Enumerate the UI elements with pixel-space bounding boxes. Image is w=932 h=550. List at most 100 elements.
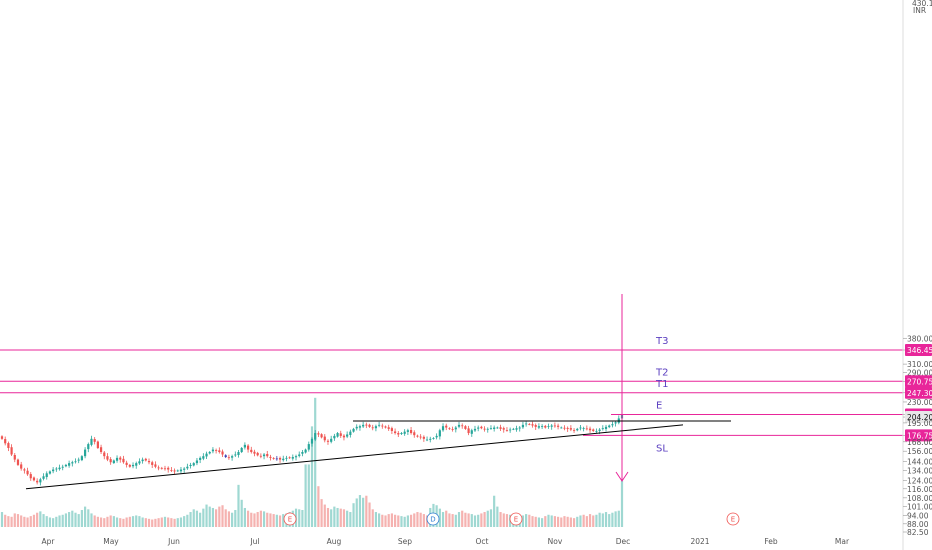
candle-body: [445, 425, 448, 428]
candle-body: [23, 469, 26, 471]
candle-body: [451, 429, 454, 430]
candle-body: [112, 460, 115, 463]
volume-bar: [16, 514, 20, 527]
candle-body: [256, 452, 259, 456]
candle-body: [176, 470, 179, 472]
volume-bar: [566, 516, 569, 527]
candle-body: [425, 439, 429, 441]
x-tick-label: May: [103, 537, 119, 546]
volume-bar: [381, 514, 384, 527]
volume-bar: [192, 509, 195, 527]
candle-body: [371, 427, 374, 429]
y-tick-label: 290.00: [907, 369, 932, 378]
candle-body: [262, 454, 266, 457]
volume-bar: [614, 511, 617, 527]
event-marker-earnings: [509, 512, 523, 526]
volume-bar: [544, 516, 547, 527]
candle-body: [275, 458, 278, 460]
volume-bar: [333, 506, 336, 527]
volume-bar: [374, 512, 378, 527]
volume-bar: [179, 517, 183, 527]
y-tick-label: 156.00: [907, 447, 932, 456]
candle-body: [186, 466, 189, 469]
volume-bar: [215, 509, 218, 527]
candle-body: [365, 424, 368, 426]
candle-body: [489, 428, 493, 430]
volume-bar: [74, 512, 77, 527]
volume-bar: [572, 518, 576, 527]
volume-bar: [489, 509, 493, 527]
candle-body: [604, 426, 608, 429]
volume-bar: [393, 514, 397, 527]
volume-bar: [45, 516, 48, 527]
volume-bar: [32, 514, 36, 527]
volume-bar: [352, 503, 355, 527]
support-trendline: [25, 424, 684, 490]
candle-body: [614, 422, 617, 424]
volume-bar: [141, 517, 144, 527]
volume-bar: [326, 507, 330, 527]
candle-body: [195, 460, 199, 464]
volume-bar: [525, 514, 528, 527]
candle-body: [13, 455, 16, 460]
price-level-badge: [905, 344, 932, 357]
x-tick-label: Mar: [835, 537, 850, 546]
candle-body: [83, 449, 87, 457]
event-marker-label: E: [731, 516, 735, 524]
candle-body: [154, 464, 157, 467]
x-tick-label: Nov: [548, 537, 563, 546]
time-axis[interactable]: Apr May Jun Jul Aug Sep Oct Nov Dec 2021 Feb Mar: [42, 537, 850, 546]
currency-label: INR: [913, 6, 926, 15]
candle-body: [189, 464, 192, 466]
volume-bar: [371, 509, 374, 527]
candle-body: [429, 438, 432, 440]
candle-body: [342, 435, 346, 438]
volume-bar: [365, 495, 368, 527]
candle-body: [374, 426, 378, 429]
volume-bar: [457, 512, 461, 527]
candle-body: [333, 435, 336, 439]
volume-bar: [486, 510, 489, 527]
y-tick-label: 168.00: [907, 438, 932, 447]
candle-body: [595, 430, 598, 432]
candle-body: [473, 428, 477, 431]
candlesticks: [0, 412, 624, 486]
volume-bar: [99, 517, 103, 527]
volume-bar: [96, 516, 99, 527]
candle-body: [454, 427, 457, 430]
candle-body: [525, 423, 528, 425]
candle-body: [314, 433, 317, 440]
volume-bar: [61, 514, 64, 527]
volume-bar: [387, 514, 390, 527]
y-tick-label: 230.00: [907, 398, 932, 407]
volume-bar: [620, 480, 624, 527]
event-marker-earnings: [283, 512, 297, 526]
volume-bar: [221, 505, 224, 527]
candle-body: [68, 463, 71, 466]
volume-bar: [4, 514, 7, 527]
candle-body: [304, 449, 307, 453]
candle-body: [231, 456, 234, 458]
y-tick-label: 94.00: [907, 511, 929, 520]
volume-bar: [167, 517, 170, 527]
candle-body: [547, 426, 550, 427]
candle-body: [541, 426, 544, 427]
candle-body: [208, 452, 211, 454]
volume-bar: [560, 517, 563, 527]
candle-body: [285, 457, 288, 459]
volume-bar: [611, 512, 614, 527]
candle-body: [362, 424, 365, 427]
price-level-badge-label: 247.30: [907, 389, 932, 398]
volume-bar: [202, 508, 205, 527]
candle-body: [493, 427, 496, 429]
volume-bar: [131, 516, 135, 527]
event-marker-earnings: [726, 512, 740, 526]
candle-body: [406, 430, 409, 432]
volume-bar: [147, 518, 151, 527]
volume-bar: [0, 512, 4, 527]
volume-bar: [151, 519, 154, 527]
x-tick-label: Oct: [476, 537, 489, 546]
price-level-badge-label: 270.75: [907, 377, 932, 386]
